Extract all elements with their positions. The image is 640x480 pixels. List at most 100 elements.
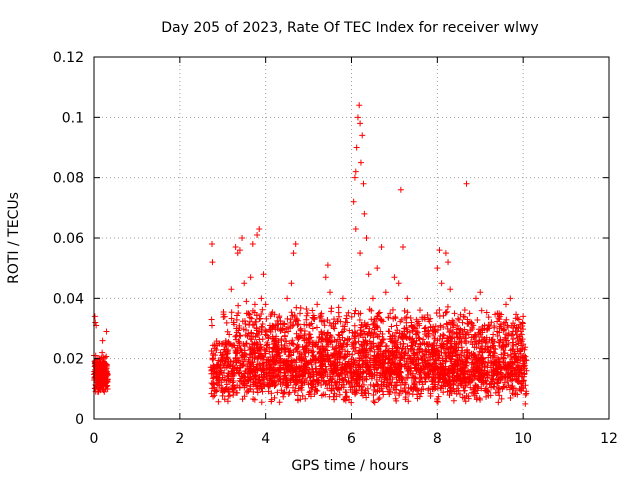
data-point xyxy=(297,366,304,373)
data-point xyxy=(453,352,460,359)
data-point xyxy=(402,381,409,388)
data-point xyxy=(316,314,323,321)
data-point xyxy=(319,366,326,373)
data-point xyxy=(494,310,501,317)
data-point xyxy=(500,355,507,362)
data-point xyxy=(412,375,419,382)
data-point xyxy=(311,314,318,321)
data-point xyxy=(450,377,457,384)
data-point xyxy=(331,378,338,385)
data-point xyxy=(498,395,505,402)
data-point xyxy=(290,384,297,391)
data-point xyxy=(383,342,390,349)
data-point xyxy=(290,250,297,257)
data-point xyxy=(393,386,400,393)
data-point xyxy=(358,330,365,337)
data-point xyxy=(461,326,468,333)
y-axis-label: ROTI / TECUs xyxy=(6,192,22,284)
data-point xyxy=(382,289,389,296)
data-point xyxy=(209,259,216,266)
data-point xyxy=(301,337,308,344)
data-point xyxy=(443,366,450,373)
data-point xyxy=(438,280,445,287)
data-point xyxy=(318,335,325,342)
data-point xyxy=(284,315,291,322)
data-point xyxy=(363,364,370,371)
data-point xyxy=(288,309,295,316)
data-point xyxy=(445,259,452,266)
data-point xyxy=(227,362,234,369)
data-point xyxy=(356,383,363,390)
data-point xyxy=(231,384,238,391)
data-point xyxy=(442,250,449,257)
data-point xyxy=(401,385,408,392)
data-point xyxy=(417,375,424,382)
data-point xyxy=(315,343,322,350)
data-point xyxy=(439,343,446,350)
data-point xyxy=(287,325,294,332)
data-point xyxy=(248,330,255,337)
data-point xyxy=(456,316,463,323)
data-point xyxy=(227,341,234,348)
data-point xyxy=(455,360,462,367)
data-point xyxy=(476,348,483,355)
data-point xyxy=(327,358,334,365)
data-point xyxy=(484,372,491,379)
data-point xyxy=(463,359,470,366)
data-point xyxy=(339,381,346,388)
data-point xyxy=(293,316,300,323)
data-point xyxy=(334,372,341,379)
data-point xyxy=(359,357,366,364)
data-point xyxy=(514,359,521,366)
data-point xyxy=(471,388,478,395)
data-point xyxy=(414,320,421,327)
data-point xyxy=(375,343,382,350)
data-point xyxy=(213,379,220,386)
data-point xyxy=(451,388,458,395)
data-point xyxy=(405,398,412,405)
data-point xyxy=(292,377,299,384)
data-point xyxy=(229,379,236,386)
data-point xyxy=(352,357,359,364)
data-point xyxy=(472,338,479,345)
data-point xyxy=(451,310,458,317)
data-point xyxy=(341,337,348,344)
data-point xyxy=(429,378,436,385)
data-point xyxy=(515,340,522,347)
data-point xyxy=(328,386,335,393)
data-point xyxy=(255,332,262,339)
data-point xyxy=(313,356,320,363)
data-point xyxy=(371,366,378,373)
data-point xyxy=(479,343,486,350)
data-point xyxy=(468,334,475,341)
data-point xyxy=(352,307,359,314)
data-point xyxy=(424,366,431,373)
data-point xyxy=(258,310,265,317)
data-point xyxy=(429,367,436,374)
data-point xyxy=(240,341,247,348)
data-point xyxy=(375,396,382,403)
data-point xyxy=(303,322,310,329)
data-point xyxy=(383,383,390,390)
data-point xyxy=(379,350,386,357)
data-point xyxy=(436,335,443,342)
data-point xyxy=(349,373,356,380)
data-point xyxy=(309,307,316,314)
data-point xyxy=(249,307,256,314)
data-point xyxy=(404,375,411,382)
data-point xyxy=(433,351,440,358)
data-point xyxy=(476,329,483,336)
data-point xyxy=(517,387,524,394)
data-point xyxy=(384,375,391,382)
data-point xyxy=(371,399,378,406)
data-point xyxy=(409,328,416,335)
data-point xyxy=(348,313,355,320)
data-point xyxy=(373,324,380,331)
data-point xyxy=(474,356,481,363)
data-point xyxy=(232,244,239,251)
data-point xyxy=(462,398,469,405)
data-point xyxy=(340,377,347,384)
data-point xyxy=(400,332,407,339)
data-point xyxy=(393,379,400,386)
data-point xyxy=(233,316,240,323)
